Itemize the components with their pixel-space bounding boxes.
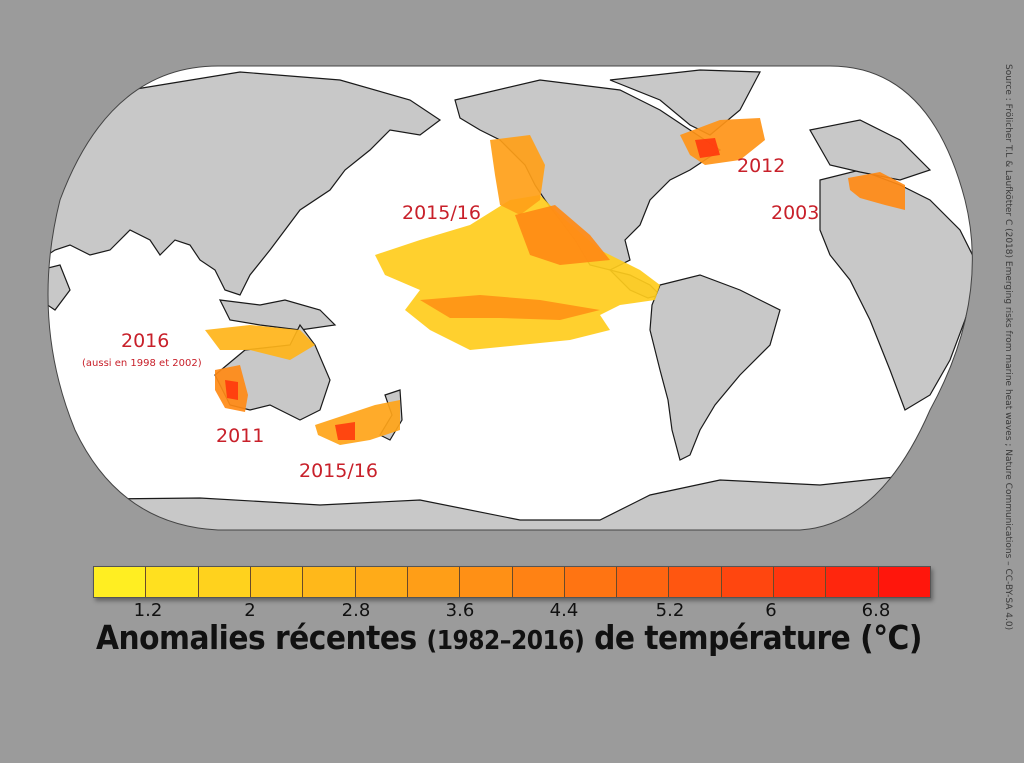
- color-scale-cell: [617, 567, 670, 597]
- color-scale-cell: [407, 567, 461, 597]
- label-pacific-2015-16: 2015/16: [402, 202, 481, 224]
- legend-title-main: Anomalies récentes: [96, 618, 417, 657]
- color-scale-cell: [146, 567, 199, 597]
- tick-label: 4.4: [549, 600, 579, 621]
- map-border: [47, 65, 973, 531]
- color-scale-cell: [460, 567, 513, 597]
- color-scale-cell: [826, 567, 879, 597]
- color-scale-cell: [94, 567, 147, 597]
- color-scale-cell: [355, 567, 408, 597]
- label-atlantic-2012: 2012: [737, 155, 785, 177]
- landmass-asia: [48, 71, 442, 296]
- landmass-arabia-left: [48, 264, 71, 311]
- patch-west-australia-core: [225, 380, 238, 400]
- landmass-europe: [809, 119, 932, 181]
- tick-label: 6.8: [861, 600, 891, 621]
- label-west-australia-2011: 2011: [216, 425, 264, 447]
- color-scale-cell: [303, 567, 356, 597]
- landmass-africa: [819, 169, 973, 411]
- patch-pacific-band: [420, 295, 600, 320]
- source-credit: Source : Frölicher T.L & Laufkötter C (2…: [1003, 64, 1013, 631]
- tick-label: 6: [765, 600, 777, 621]
- tick-label: 2.8: [341, 600, 371, 621]
- patch-pacific-orange: [490, 135, 545, 215]
- color-scale-bar: [93, 566, 931, 598]
- patch-atlantic-2012-core: [695, 138, 720, 158]
- heatwave-patches: [205, 118, 905, 445]
- patch-tasman: [315, 400, 400, 445]
- legend-title: Anomalies récentes (1982–2016) de tempér…: [96, 618, 936, 657]
- color-scale-cell: [250, 567, 304, 597]
- world-map: 2015/16 2012 2003 2016 (aussi en 1998 et…: [47, 65, 973, 531]
- legend-title-years: (1982–2016): [426, 626, 585, 656]
- tick-label: 5.2: [655, 600, 685, 621]
- color-scale-cell: [198, 567, 251, 597]
- color-scale-cell: [878, 567, 930, 597]
- tick-label: 1.2: [133, 600, 163, 621]
- tick-label: 2: [244, 600, 256, 621]
- landmass-antarctica: [48, 469, 973, 530]
- patch-north-australia: [205, 325, 315, 360]
- landmass-indonesia: [218, 299, 337, 331]
- label-north-australia-2016: 2016: [121, 330, 169, 352]
- color-scale-cell: [669, 567, 722, 597]
- color-scale-cell: [564, 567, 618, 597]
- landmass-south-america: [649, 274, 781, 461]
- label-mediterranean-2003: 2003: [771, 202, 819, 224]
- patch-tasman-core: [335, 422, 355, 440]
- legend-title-rest: de température (°C): [594, 618, 922, 657]
- label-north-australia-note: (aussi en 1998 et 2002): [82, 358, 202, 369]
- patch-mediterranean-2003: [848, 172, 905, 210]
- color-scale-cell: [721, 567, 775, 597]
- tick-label: 3.6: [445, 600, 475, 621]
- label-tasman-2015-16: 2015/16: [299, 460, 378, 482]
- color-scale-cell: [774, 567, 827, 597]
- color-scale-cell: [512, 567, 565, 597]
- patch-pacific-orange2: [515, 205, 610, 265]
